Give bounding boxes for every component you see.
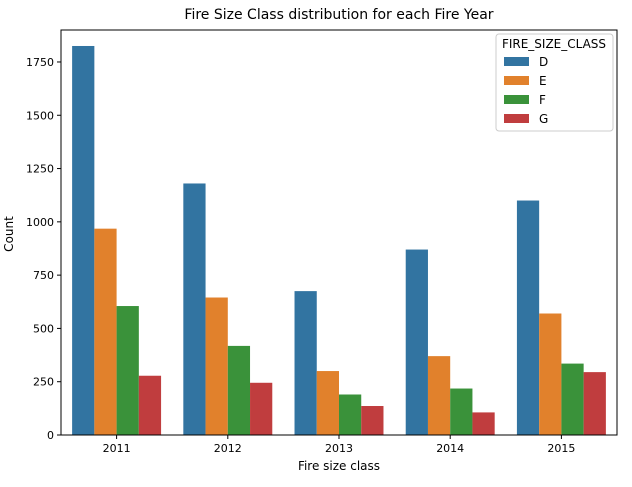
- bar-F-2012: [227, 345, 251, 435]
- bar-F-2015: [561, 363, 584, 435]
- x-tick-label: 2014: [436, 442, 464, 455]
- bar-F-2011: [116, 306, 139, 435]
- bar-D-2012: [183, 183, 206, 435]
- bar-G-2012: [250, 382, 273, 435]
- bars: [72, 45, 606, 435]
- y-tick-label: 750: [33, 269, 54, 282]
- bar-E-2012: [205, 297, 228, 435]
- legend-swatch-D: [504, 57, 529, 66]
- bar-G-2014: [472, 412, 495, 435]
- plot-frame: [60, 29, 618, 436]
- legend-swatch-E: [504, 76, 529, 85]
- bar-F-2014: [450, 388, 473, 435]
- bar-E-2011: [94, 228, 117, 435]
- legend-label-F: F: [539, 93, 546, 107]
- y-axis: 0 250 500 750 1000 1250 1500 1750: [26, 56, 61, 442]
- x-tick-label: 2015: [547, 442, 575, 455]
- legend-label-G: G: [539, 112, 548, 126]
- bar-D-2014: [405, 249, 428, 435]
- bar-D-2013: [294, 291, 317, 435]
- chart-title: Fire Size Class distribution for each Fi…: [184, 7, 493, 23]
- y-tick-label: 1750: [26, 56, 54, 69]
- bar-F-2013: [339, 394, 362, 435]
- x-tick-label: 2013: [325, 442, 353, 455]
- y-tick-label: 1250: [26, 163, 54, 176]
- x-axis: 2011 2012 2013 2014 2015: [103, 435, 575, 455]
- legend-label-D: D: [539, 55, 548, 69]
- legend-swatch-F: [504, 95, 529, 104]
- y-axis-label: Count: [2, 216, 16, 252]
- y-tick-label: 1500: [26, 109, 54, 122]
- legend-title: FIRE_SIZE_CLASS: [502, 37, 606, 51]
- y-tick-label: 500: [33, 322, 54, 335]
- x-axis-label: Fire size class: [298, 459, 380, 473]
- legend-label-E: E: [539, 74, 547, 88]
- y-tick-label: 0: [47, 429, 54, 442]
- bar-G-2013: [361, 406, 384, 435]
- bar-E-2013: [316, 371, 339, 435]
- x-tick-label: 2012: [214, 442, 242, 455]
- bar-G-2015: [583, 372, 606, 435]
- bar-D-2015: [516, 200, 540, 435]
- y-tick-label: 1000: [26, 216, 54, 229]
- bar-G-2011: [138, 375, 162, 435]
- legend-swatch-G: [504, 114, 529, 123]
- y-tick-label: 250: [33, 376, 54, 389]
- x-tick-label: 2011: [103, 442, 131, 455]
- bar-E-2015: [539, 313, 562, 435]
- bar-D-2011: [72, 45, 95, 435]
- bar-E-2014: [427, 356, 451, 435]
